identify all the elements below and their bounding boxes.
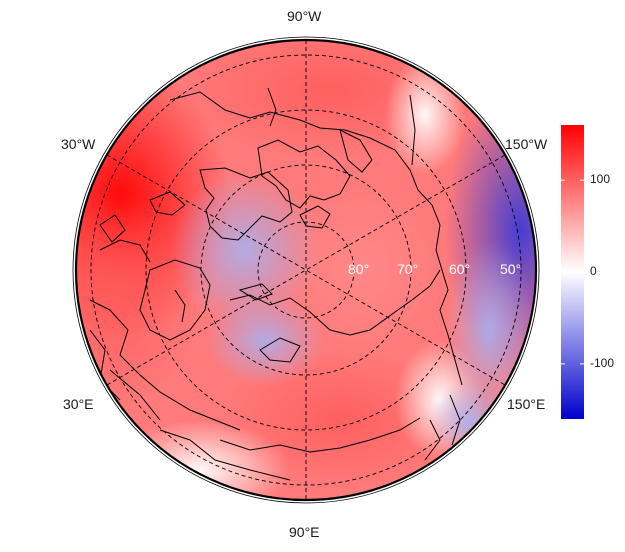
lon-label-30e: 30°E <box>63 396 94 412</box>
graticule <box>90 40 522 500</box>
colorbar <box>561 125 584 419</box>
map-boundary <box>74 38 538 502</box>
lat-label-80: 80° <box>348 261 369 277</box>
lon-label-90e: 90°E <box>289 524 320 540</box>
lat-label-60: 60° <box>449 261 470 277</box>
colorbar-tick-label: 100 <box>590 172 611 187</box>
lon-label-30w: 30°W <box>61 136 96 152</box>
lat-label-70: 70° <box>397 261 418 277</box>
coastlines <box>89 87 463 481</box>
latitude-labels: 80° 70° 60° 50° <box>348 261 521 277</box>
lon-label-150w: 150°W <box>505 136 548 152</box>
colorbar-tick-label: -100 <box>590 355 615 370</box>
lon-label-150e: 150°E <box>507 396 546 412</box>
lon-label-90w: 90°W <box>287 8 322 24</box>
colorbar-tick-label: 0 <box>590 264 597 278</box>
lat-label-50: 50° <box>500 261 521 277</box>
